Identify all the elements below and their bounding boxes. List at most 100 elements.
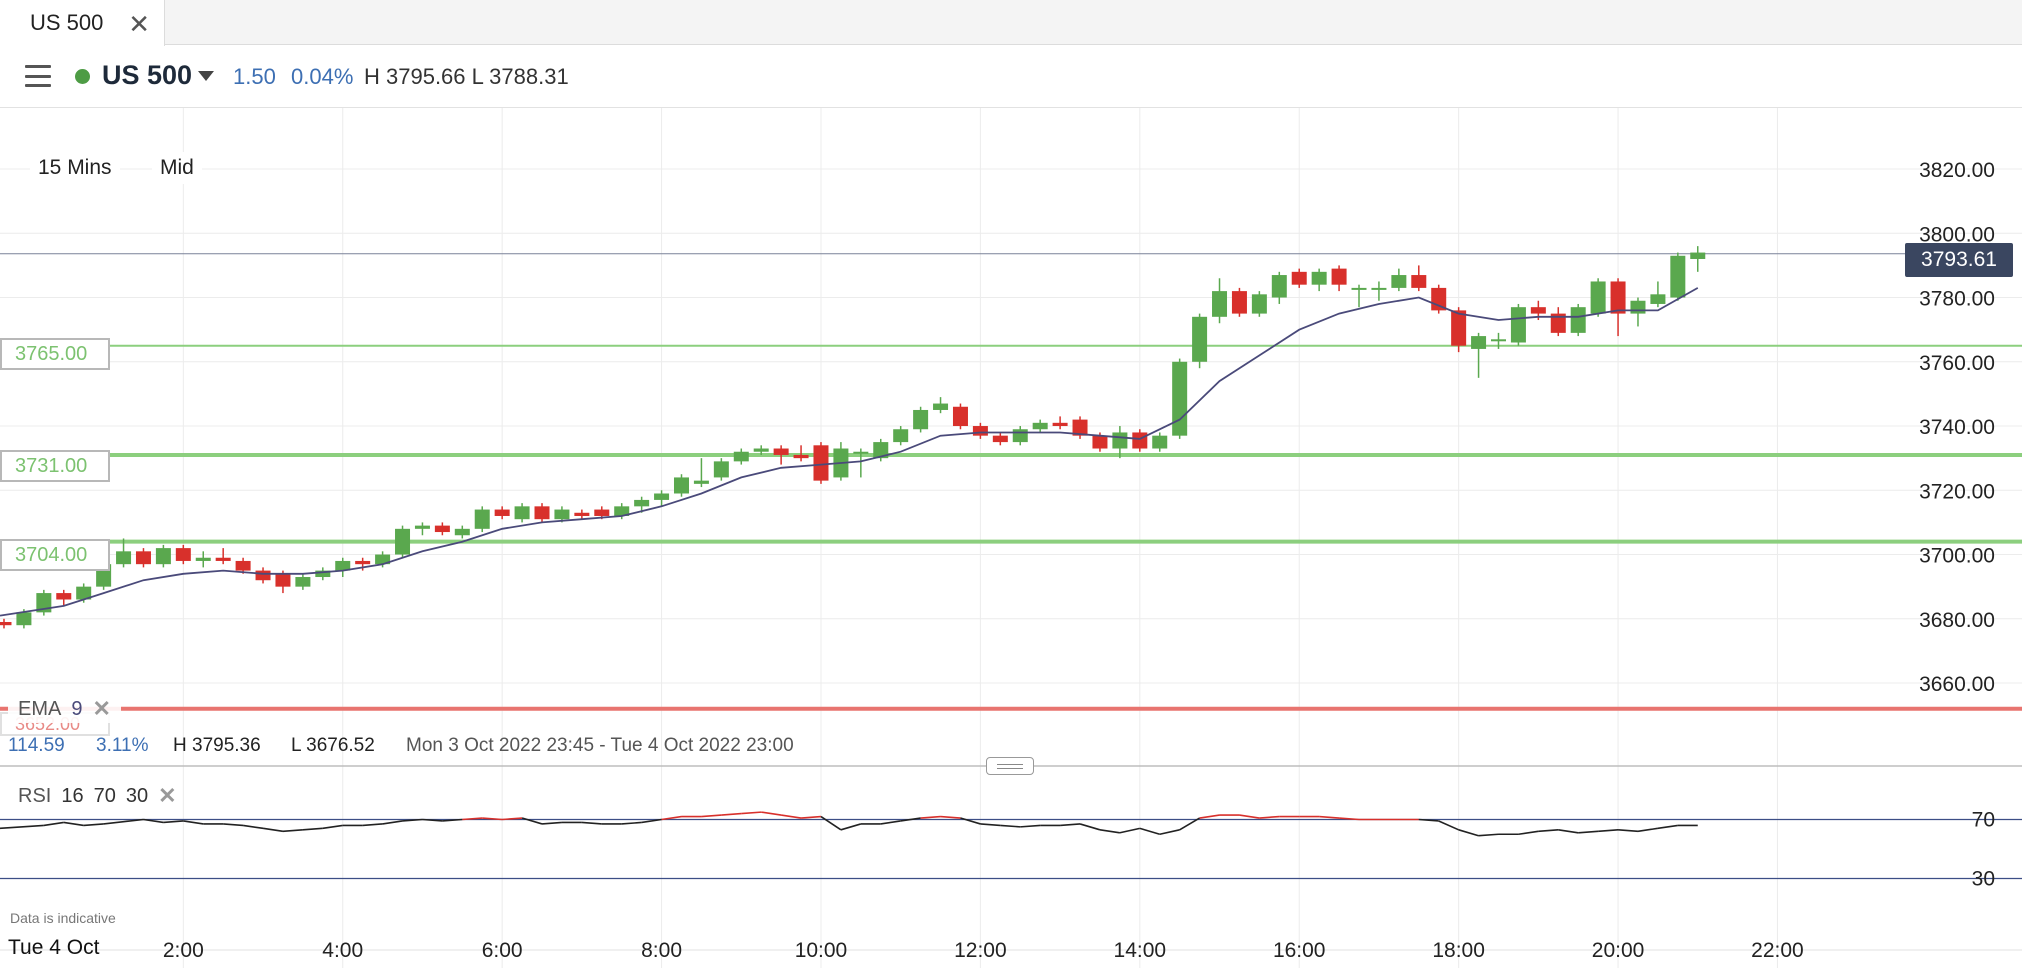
rsi-line-segment: [661, 815, 682, 821]
candle-body: [893, 429, 909, 443]
candle-body: [0, 621, 12, 626]
rsi-period[interactable]: 16: [61, 784, 84, 807]
rsi-line-segment: [1079, 823, 1101, 831]
rsi-line-segment: [980, 823, 1001, 827]
disclaimer: Data is indicative: [10, 910, 116, 926]
tab-bar: US 500 ✕: [0, 0, 2022, 46]
candle-body: [1570, 307, 1586, 333]
period-change-percent: 3.11%: [96, 735, 149, 756]
level-tag[interactable]: 3765.00: [0, 338, 110, 370]
rsi-line-segment: [1119, 827, 1140, 834]
candle-body: [614, 506, 630, 516]
rsi-line-segment: [761, 811, 782, 816]
rsi-line-segment: [1617, 829, 1639, 833]
level-tag[interactable]: 3731.00: [0, 450, 110, 482]
rsi-line-segment: [0, 824, 44, 830]
rsi-line-segment: [1199, 814, 1220, 819]
x-tick-label: 16:00: [1273, 939, 1326, 962]
rsi-line-segment: [83, 823, 104, 827]
rsi-line-segment: [163, 820, 184, 824]
remove-rsi-icon[interactable]: ✕: [158, 783, 177, 808]
x-tick-label: 6:00: [482, 939, 523, 962]
candle-body: [1510, 307, 1526, 343]
rsi-line-segment: [242, 824, 264, 830]
rsi-line-segment: [960, 817, 981, 825]
period-range: Mon 3 Oct 2022 23:45 - Tue 4 Oct 2022 23…: [406, 735, 794, 756]
tab-us500[interactable]: US 500 ✕: [0, 0, 165, 46]
hamburger-menu-icon[interactable]: [25, 65, 51, 87]
rsi-line-segment: [1060, 823, 1081, 827]
candle-body: [1650, 294, 1666, 304]
candle-body: [1052, 422, 1068, 427]
x-tick-label: 2:00: [163, 939, 204, 962]
rsi-lower[interactable]: 30: [125, 784, 149, 807]
candle-body: [1670, 255, 1686, 298]
candle-body: [1032, 422, 1048, 430]
y-tick-label: 3820.00: [1919, 159, 1995, 182]
interval-selector[interactable]: 15 Mins: [30, 152, 120, 184]
candle-body: [195, 557, 211, 561]
candle-body: [534, 506, 550, 520]
rsi-line-segment: [322, 824, 343, 830]
candle-body: [753, 448, 769, 452]
rsi-line-segment: [103, 818, 144, 825]
candle-body: [16, 612, 32, 626]
chevron-down-icon[interactable]: [198, 71, 214, 81]
rsi-line-segment: [820, 815, 842, 831]
rsi-line-segment: [1637, 827, 1659, 833]
close-icon[interactable]: ✕: [128, 9, 150, 39]
rsi-line-segment: [1458, 829, 1479, 837]
rsi-line-segment: [1657, 824, 1678, 830]
rsi-line-segment: [1418, 818, 1439, 822]
pane-resize-handle[interactable]: [986, 757, 1034, 775]
rsi-line-segment: [1319, 815, 1340, 819]
price-change-percent: 0.04%: [291, 64, 354, 89]
x-tick-label: 18:00: [1432, 939, 1485, 962]
ema-period[interactable]: 9: [71, 697, 83, 720]
rsi-line-segment: [1239, 814, 1260, 819]
rsi-line-segment: [1558, 829, 1579, 834]
y-tick-label: 3660.00: [1919, 673, 1995, 696]
rsi-line-segment: [1578, 830, 1599, 834]
rsi-line-segment: [402, 818, 423, 822]
candle-body: [1152, 435, 1168, 449]
y-tick-label: 3740.00: [1919, 416, 1995, 439]
candle-body: [733, 451, 749, 462]
candle-body: [1112, 432, 1128, 449]
candle-body: [494, 509, 510, 516]
candle-body: [873, 442, 889, 459]
x-tick-label: 10:00: [795, 939, 848, 962]
rsi-upper[interactable]: 70: [93, 784, 116, 807]
rsi-line-segment: [1478, 833, 1499, 837]
rsi-line-segment: [840, 823, 862, 831]
rsi-line-segment: [541, 821, 562, 825]
rsi-line-segment: [1598, 829, 1619, 833]
x-tick-label: 14:00: [1114, 939, 1167, 962]
price-type-selector[interactable]: Mid: [152, 152, 202, 184]
instrument-name[interactable]: US 500: [102, 60, 193, 90]
current-price-tag: 3793.61: [1905, 243, 2013, 277]
rsi-line-segment: [282, 829, 303, 833]
market-status-icon: [75, 69, 90, 84]
rsi-line-segment: [1139, 827, 1160, 836]
candle-body: [375, 554, 391, 565]
candle-body: [1012, 429, 1028, 443]
remove-ema-icon[interactable]: ✕: [92, 696, 111, 721]
rsi-line-segment: [1020, 824, 1041, 828]
price-change: 1.50: [233, 64, 276, 89]
candle-body: [693, 480, 709, 484]
rsi-line-segment: [940, 815, 961, 819]
level-tag[interactable]: 3704.00: [0, 539, 110, 571]
rsi-line-segment: [1099, 829, 1121, 834]
rsi-line-segment: [701, 814, 722, 818]
rsi-line-segment: [302, 827, 323, 831]
candle-body: [1371, 287, 1387, 290]
ema-legend: EMA 9 ✕: [8, 695, 121, 723]
candle-body: [1471, 336, 1487, 349]
y-tick-label: 3720.00: [1919, 480, 1995, 503]
rsi-line-segment: [442, 818, 463, 822]
rsi-line-segment: [223, 823, 244, 827]
rsi-line-segment: [1339, 817, 1360, 821]
candle-body: [395, 528, 411, 555]
